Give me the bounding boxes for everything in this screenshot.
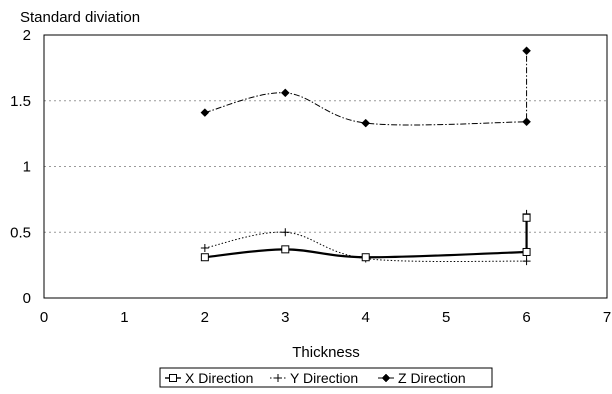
y-tick-label: 1: [23, 159, 31, 176]
legend-label: Z Direction: [398, 370, 466, 386]
data-point: [522, 213, 531, 222]
data-point: [200, 244, 209, 253]
data-point: [361, 118, 371, 128]
x-tick-label: 3: [281, 309, 289, 326]
data-point: [522, 257, 531, 266]
data-point: [200, 108, 210, 117]
legend-item: X Direction: [165, 370, 253, 386]
series-layer: [200, 46, 531, 266]
y-axis-title: Standard diviation: [20, 9, 140, 26]
series-z-direction: [200, 46, 531, 128]
series-line: [204, 213, 528, 262]
legend-marker: [169, 374, 177, 382]
x-tick-label: 7: [603, 309, 611, 326]
x-tick-label: 0: [40, 309, 48, 326]
legend-label: X Direction: [185, 370, 253, 386]
legend-marker: [274, 374, 282, 382]
x-tick-label: 2: [201, 309, 209, 326]
grid-lines: [44, 100, 607, 233]
x-tick-label: 1: [120, 309, 128, 326]
legend-label: Y Direction: [290, 370, 358, 386]
data-point: [522, 117, 531, 127]
plot-area-frame: [43, 34, 608, 299]
y-tick-label: 2: [23, 27, 31, 44]
data-point: [281, 228, 290, 237]
x-tick-label: 6: [522, 309, 530, 326]
y-tick-label: 0: [23, 290, 31, 307]
legend-item: Z Direction: [378, 370, 466, 386]
y-tick-label: 1.5: [10, 93, 31, 110]
legend-item: Y Direction: [270, 370, 358, 386]
series-line: [204, 50, 528, 126]
tick-labels: 0 0.5 1 1.5 2 0 1 2 3 4 5 6 7: [10, 27, 611, 326]
data-point: [522, 46, 531, 56]
data-point: [200, 253, 209, 262]
x-tick-label: 4: [362, 309, 370, 326]
y-tick-label: 0.5: [10, 224, 31, 241]
data-point: [522, 247, 531, 256]
data-point: [361, 253, 370, 262]
legend-marker: [381, 373, 391, 383]
legend-box: [159, 367, 493, 388]
series-line: [204, 217, 528, 259]
data-point: [281, 245, 290, 254]
x-axis-title: Thickness: [292, 344, 360, 361]
data-point: [280, 88, 290, 98]
legend: X Direction Y Direction Z Direction: [159, 367, 493, 388]
x-tick-label: 5: [442, 309, 450, 326]
series-x-direction: [200, 213, 531, 262]
